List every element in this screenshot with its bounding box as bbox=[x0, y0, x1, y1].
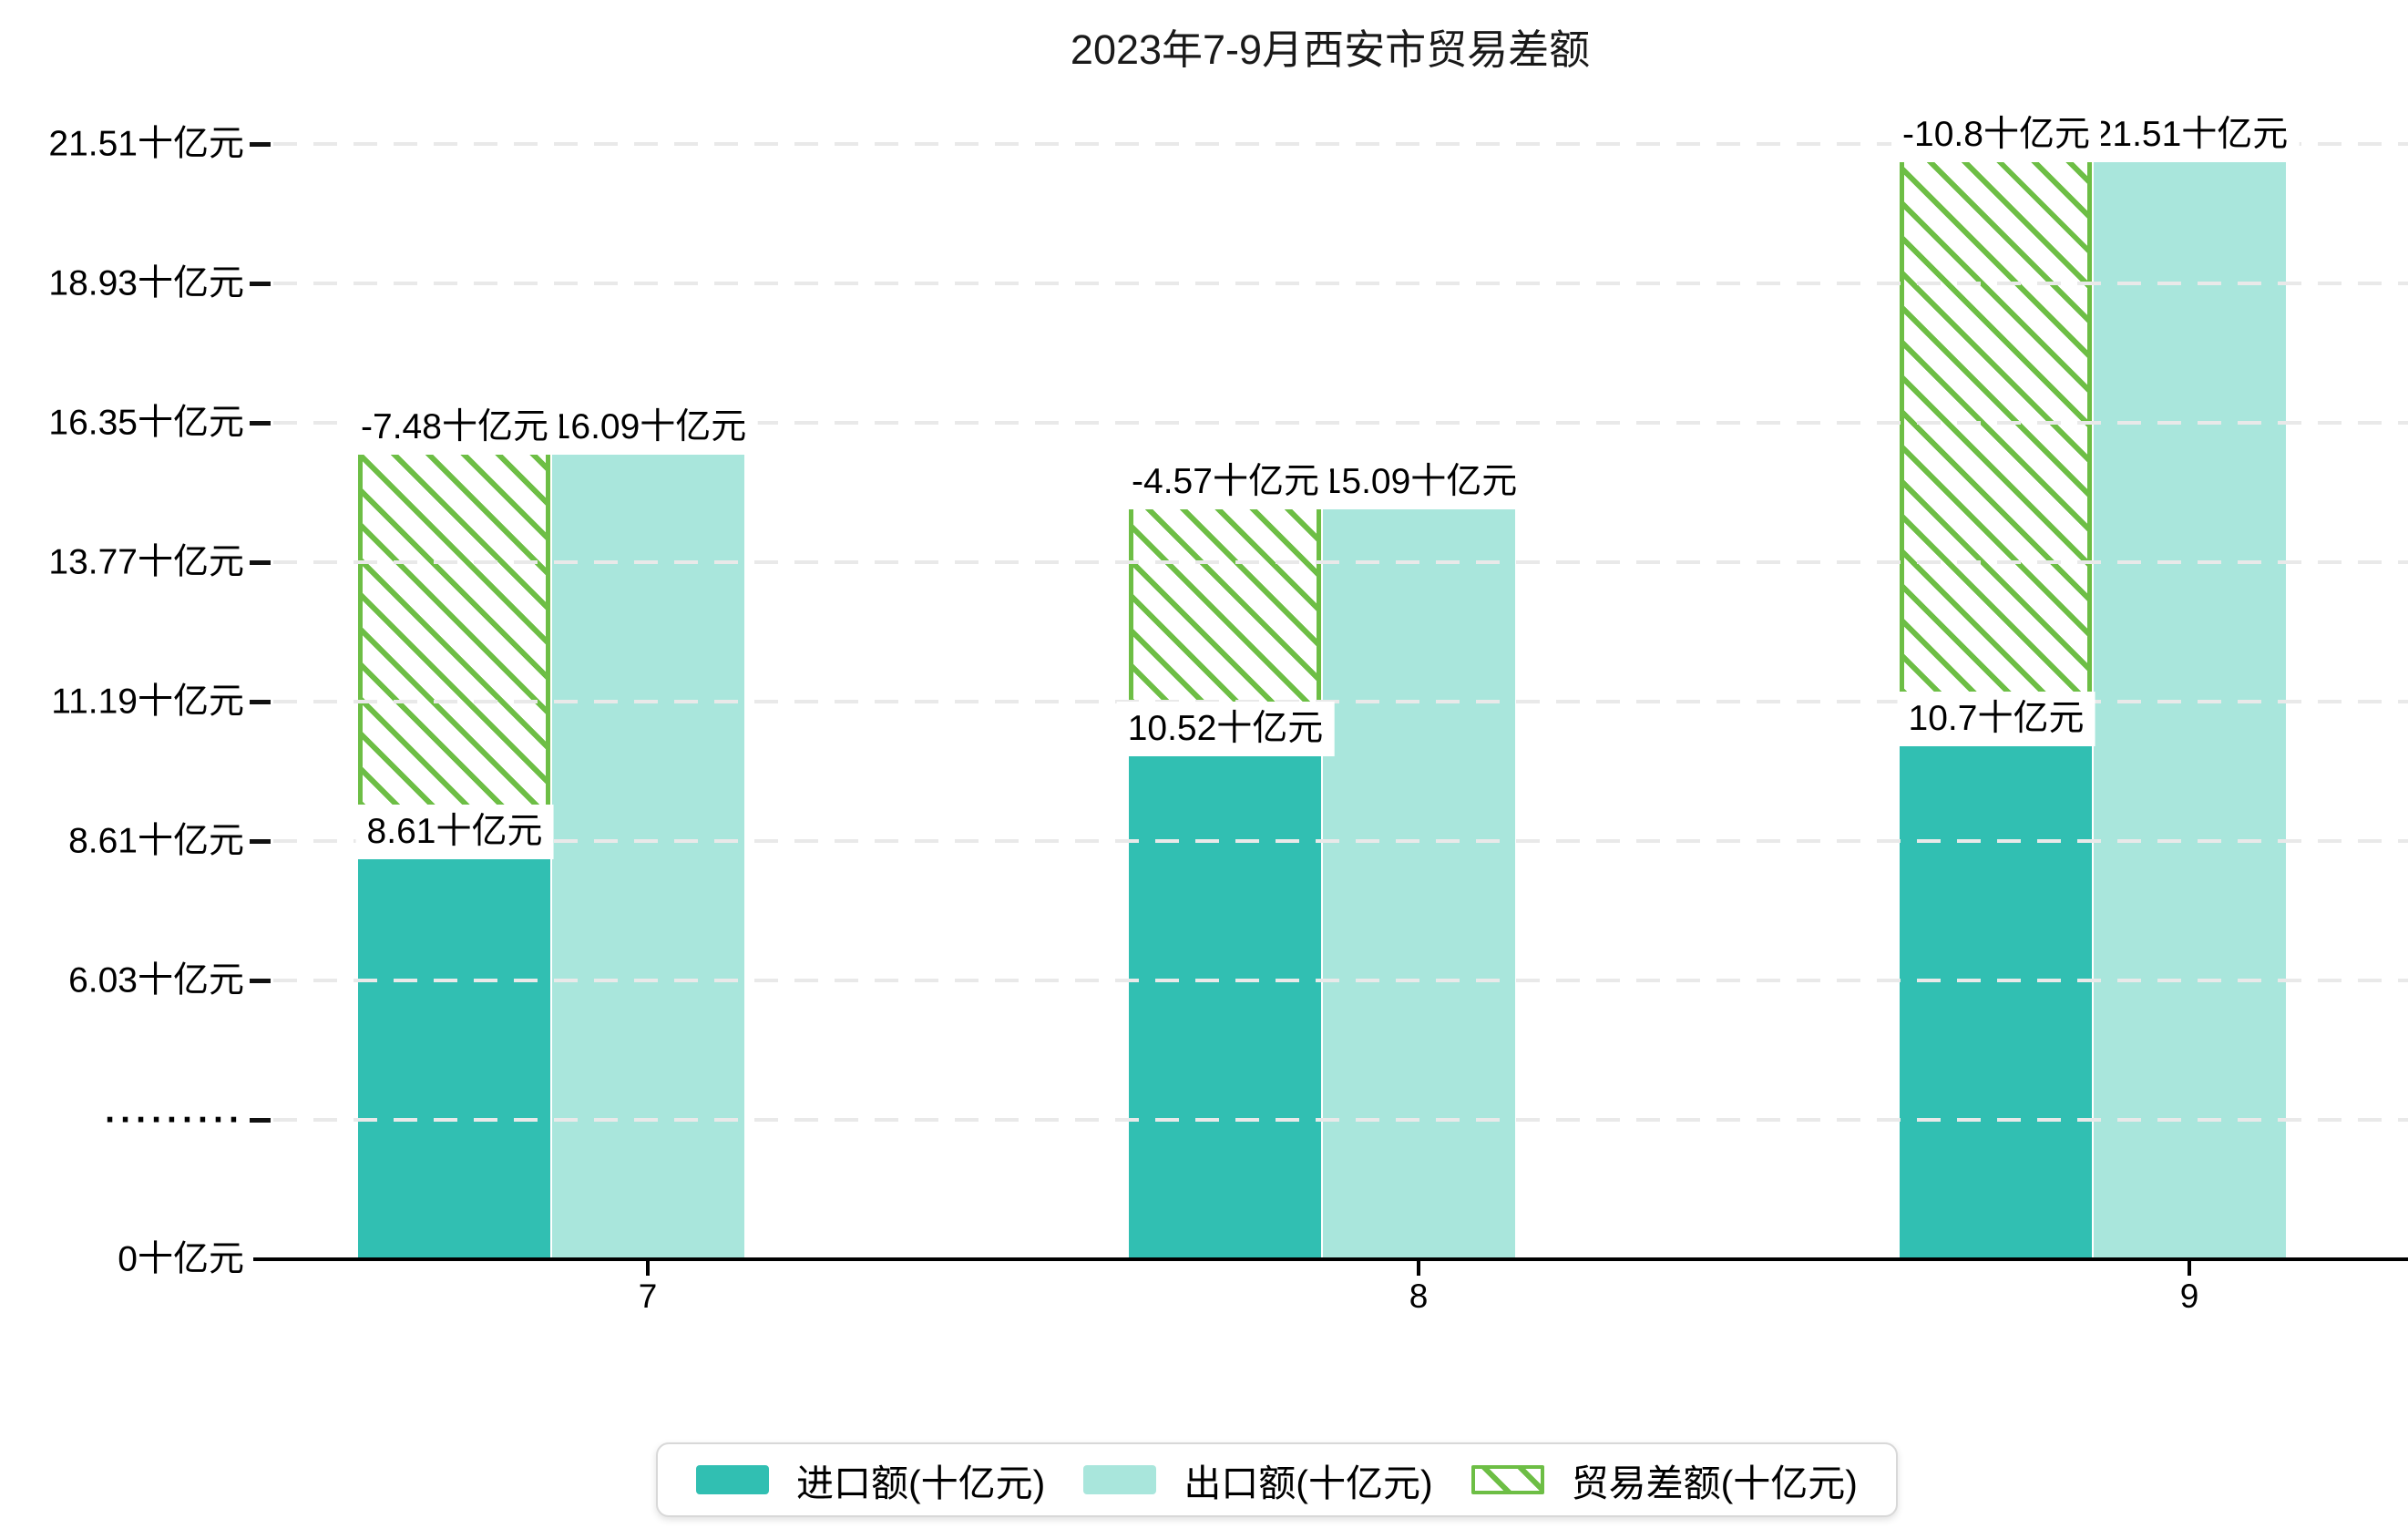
y-axis-tick-mark bbox=[250, 560, 271, 565]
bar-trade-balance-month-8 bbox=[1129, 491, 1321, 738]
data-label-export-month-7: 16.09十亿元 bbox=[539, 400, 758, 455]
chart-title: 2023年7-9月西安市贸易差额 bbox=[1070, 26, 1591, 73]
gridline bbox=[273, 421, 2408, 425]
x-axis-tick-mark bbox=[646, 1261, 650, 1276]
y-axis-tick-label: 16.35十亿元 bbox=[48, 403, 244, 443]
bar-trade-balance-month-9 bbox=[1900, 144, 2092, 728]
data-label-import-month-9: 10.7十亿元 bbox=[1897, 692, 2095, 746]
gridline bbox=[273, 979, 2408, 982]
data-label-export-month-8: 15.09十亿元 bbox=[1310, 455, 1529, 509]
legend-item-export[interactable]: 出口额(十亿元) bbox=[1083, 1452, 1433, 1507]
y-axis-break-label: ········· bbox=[105, 1100, 244, 1140]
legend-item-import[interactable]: 进口额(十亿元) bbox=[696, 1452, 1045, 1507]
gridline bbox=[273, 1118, 2408, 1122]
y-axis-tick-mark bbox=[250, 1118, 271, 1123]
y-axis-tick-mark bbox=[250, 839, 271, 844]
x-axis-tick-label: 8 bbox=[1409, 1277, 1429, 1315]
legend-item-label: 贸易差额(十亿元) bbox=[1571, 1462, 1858, 1504]
y-axis-tick-mark bbox=[250, 979, 271, 983]
legend-swatch-export-icon bbox=[1083, 1465, 1157, 1494]
y-axis-tick-label: 6.03十亿元 bbox=[68, 960, 244, 1000]
y-axis-tick-label: 0十亿元 bbox=[118, 1239, 244, 1279]
y-axis-tick-label: 13.77十亿元 bbox=[48, 542, 244, 582]
bar-export-month-7 bbox=[552, 436, 744, 1261]
data-label-import-month-7: 8.61十亿元 bbox=[355, 805, 554, 859]
x-axis-tick-label: 7 bbox=[638, 1277, 658, 1315]
y-axis-tick-label: 11.19十亿元 bbox=[51, 682, 244, 722]
bar-import-month-8 bbox=[1129, 738, 1321, 1261]
bar-import-month-9 bbox=[1900, 728, 2092, 1261]
legend-swatch-import-icon bbox=[696, 1465, 769, 1494]
gridline bbox=[273, 142, 2408, 146]
bar-trade-balance-month-7 bbox=[358, 436, 550, 841]
y-axis-tick-mark bbox=[250, 700, 271, 704]
legend: 进口额(十亿元) 出口额(十亿元) 贸易差额(十亿元) bbox=[656, 1442, 1898, 1517]
gridline bbox=[273, 282, 2408, 285]
legend-item-trade-balance[interactable]: 贸易差额(十亿元) bbox=[1470, 1452, 1858, 1507]
data-label-trade-balance-month-9: -10.8十亿元 bbox=[1891, 108, 2101, 162]
x-axis-tick-mark bbox=[1417, 1261, 1420, 1276]
legend-swatch-trade-balance-icon bbox=[1470, 1465, 1544, 1494]
data-label-trade-balance-month-7: -7.48十亿元 bbox=[350, 400, 559, 455]
y-axis-tick-label: 8.61十亿元 bbox=[68, 821, 244, 861]
x-axis-tick-label: 9 bbox=[2179, 1277, 2199, 1315]
x-axis-line bbox=[253, 1257, 2408, 1261]
gridline bbox=[273, 560, 2408, 564]
y-axis-tick-mark bbox=[250, 282, 271, 286]
y-axis-tick-label: 18.93十亿元 bbox=[48, 263, 244, 303]
y-axis-tick-label: 21.51十亿元 bbox=[48, 124, 244, 164]
legend-item-label: 进口额(十亿元) bbox=[796, 1462, 1046, 1504]
x-axis-tick-mark bbox=[2188, 1261, 2191, 1276]
gridline bbox=[273, 700, 2408, 703]
bar-export-month-8 bbox=[1323, 491, 1515, 1261]
bar-import-month-7 bbox=[358, 841, 550, 1261]
data-label-export-month-9: 21.51十亿元 bbox=[2081, 108, 2300, 162]
data-label-trade-balance-month-8: -4.57十亿元 bbox=[1121, 455, 1330, 509]
y-axis-tick-mark bbox=[250, 142, 271, 147]
legend-item-label: 出口额(十亿元) bbox=[1184, 1462, 1433, 1504]
data-label-import-month-8: 10.52十亿元 bbox=[1116, 702, 1335, 756]
gridline bbox=[273, 839, 2408, 843]
y-axis-tick-mark bbox=[250, 421, 271, 426]
